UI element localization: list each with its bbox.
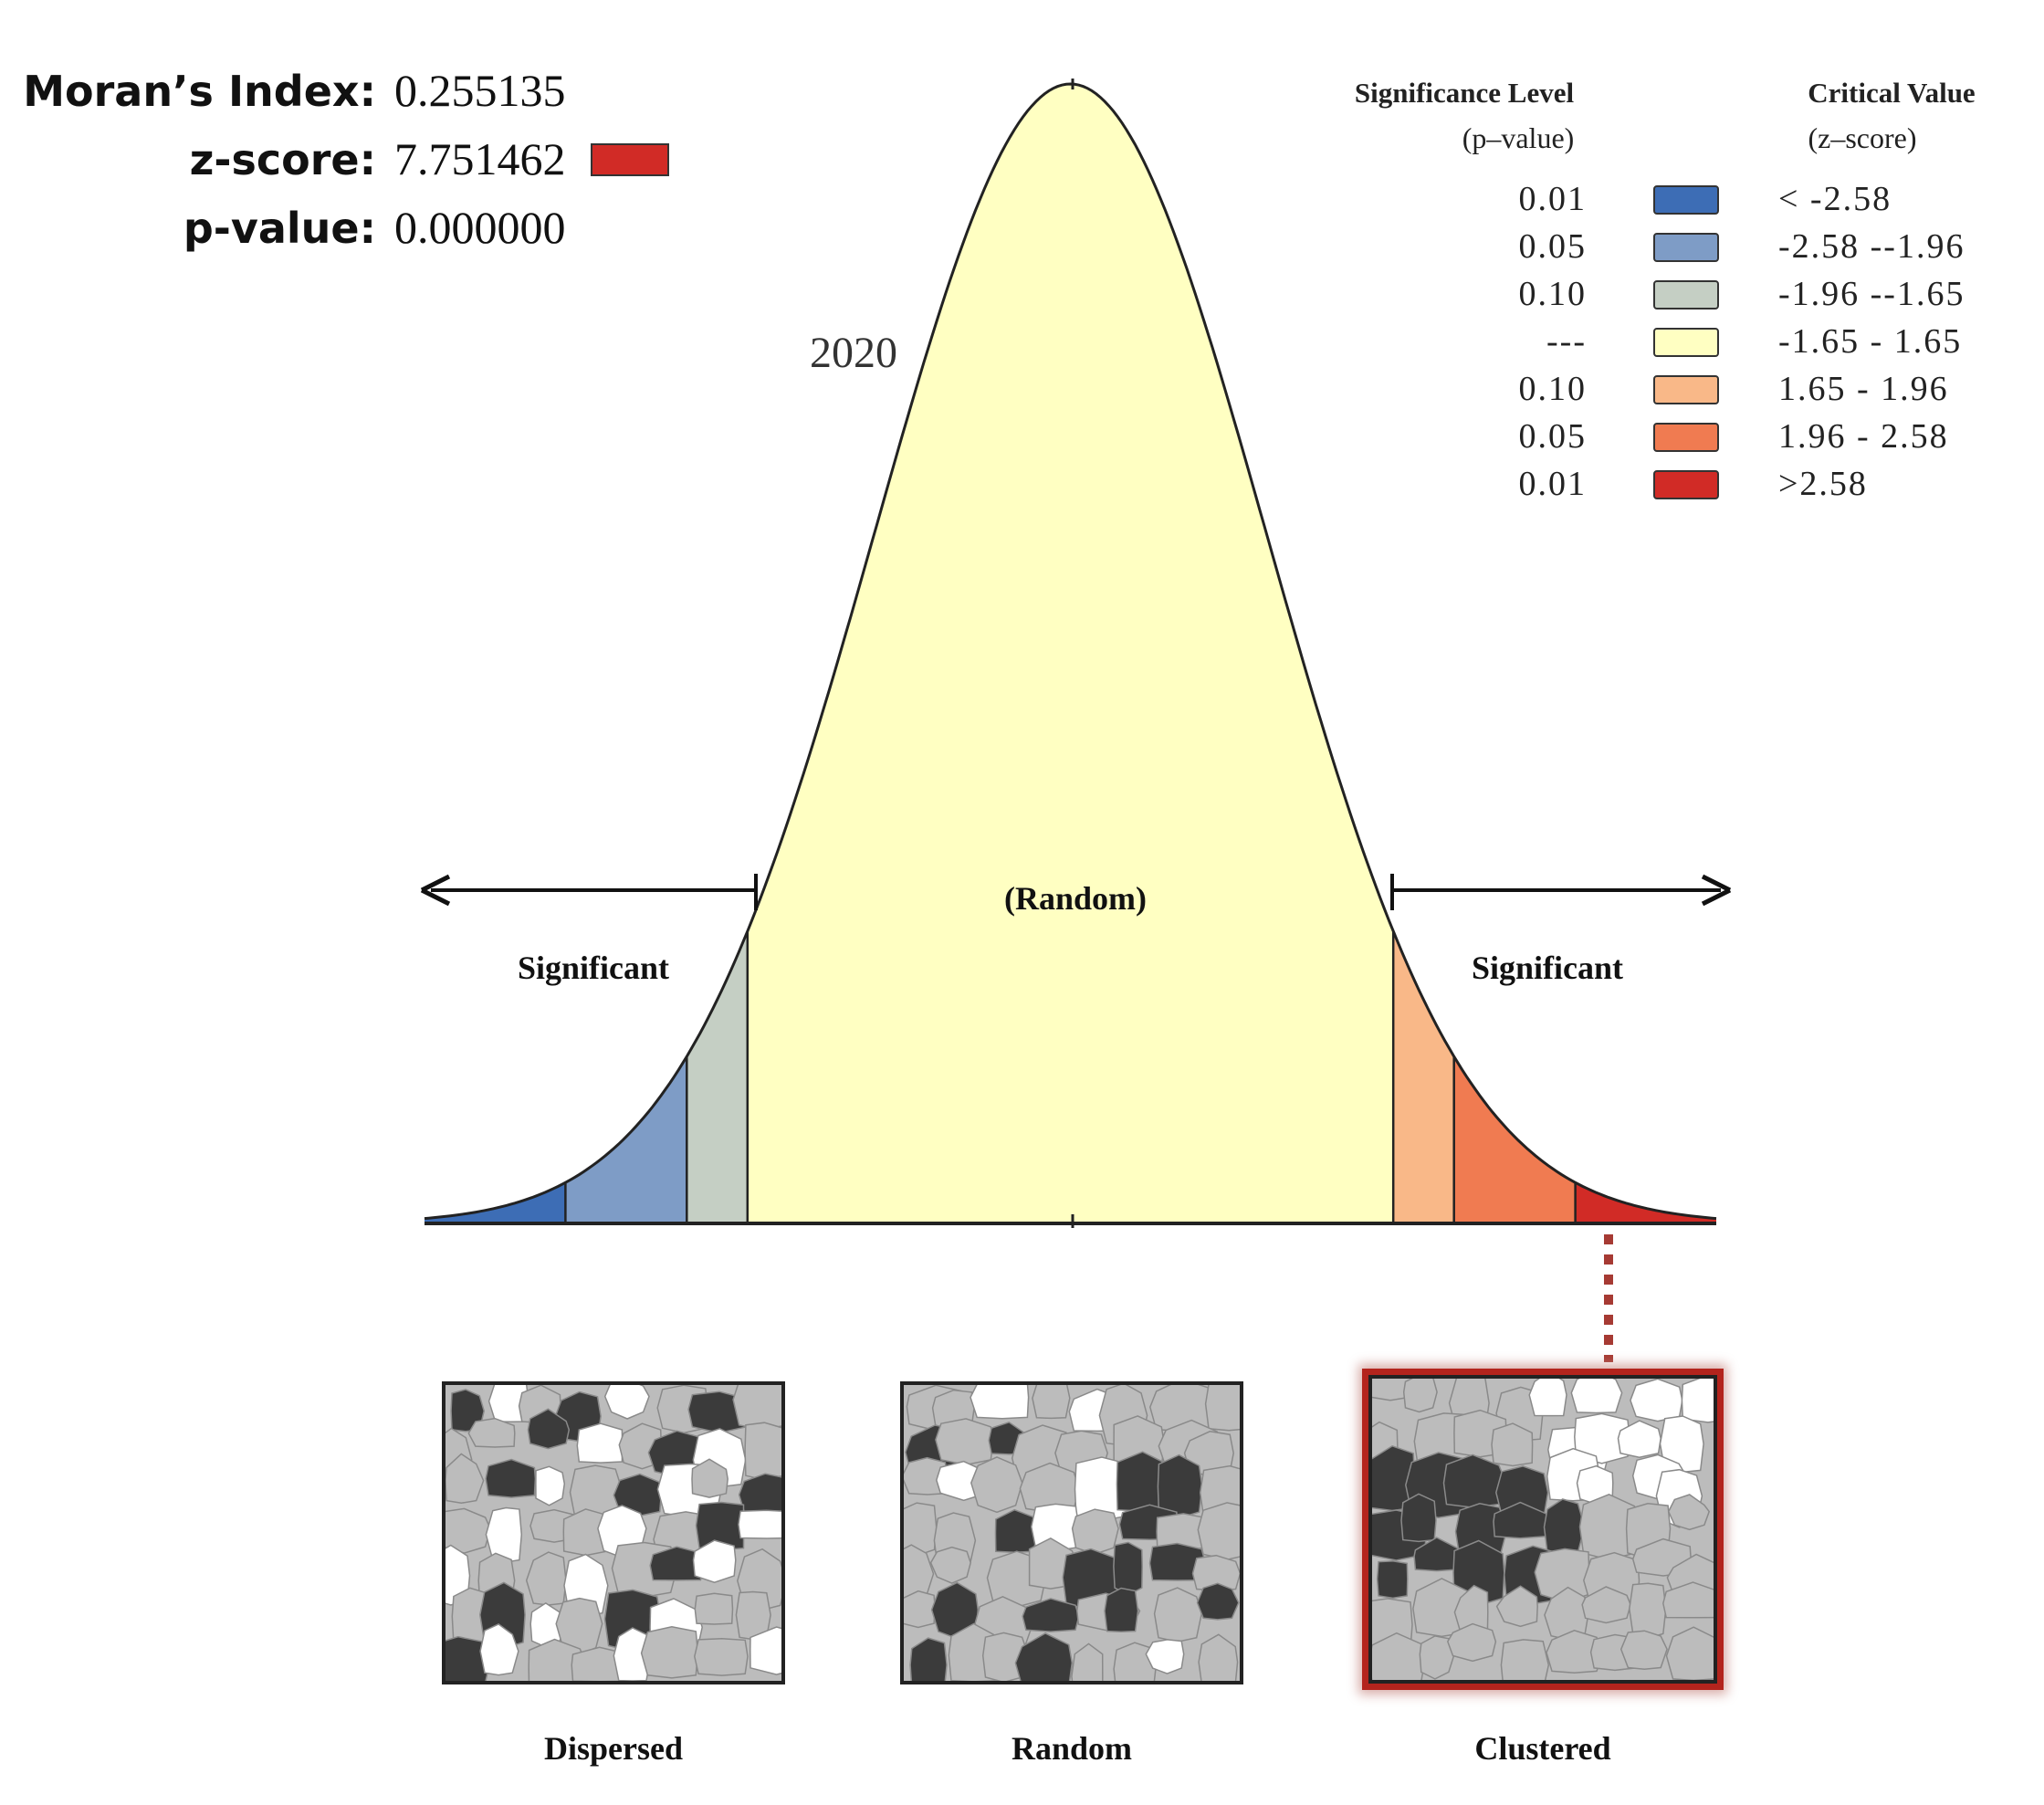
- legend-p-value-1: 0.05: [1519, 227, 1588, 266]
- legend-p-value-5: 0.05: [1519, 417, 1588, 456]
- legend-rows: 0.01 < -2.58 0.05 -2.58 --1.96 0.10 -1.96 --1…: [1519, 180, 1965, 503]
- map-random: [900, 1381, 1243, 1684]
- legend-z-range-3: -1.65 - 1.65: [1778, 322, 1962, 361]
- legend-swatch-1: [1653, 233, 1719, 262]
- bell-band-0: [425, 1182, 566, 1223]
- bell-band-4: [1393, 931, 1454, 1223]
- legend-p-value-0: 0.01: [1519, 180, 1588, 218]
- map-clustered: [1358, 1364, 1727, 1695]
- p-value-value: 0.000000: [394, 202, 566, 253]
- z-score-value: 7.751462: [394, 133, 566, 184]
- legend-z-subheader: (z–score): [1808, 121, 1916, 154]
- legend-swatch-0: [1653, 185, 1719, 215]
- bell-curve-outline: [424, 82, 1717, 1221]
- legend-p-header: Significance Level: [1355, 77, 1575, 109]
- legend-swatch-6: [1653, 470, 1719, 499]
- legend-z-range-5: 1.96 - 2.58: [1778, 417, 1949, 456]
- legend-swatch-4: [1653, 375, 1719, 404]
- legend: Significance Level (p–value) Critical Va…: [1355, 77, 1976, 503]
- z-score-label: z-score:: [190, 135, 376, 184]
- stats-block: Moran’s Index: 0.255135 z-score: 7.75146…: [23, 65, 669, 253]
- chart-title-year: 2020: [810, 329, 897, 377]
- legend-p-subheader: (p–value): [1462, 121, 1575, 154]
- map-label-clustered: Clustered: [1474, 1730, 1610, 1767]
- left-significant-label: Significant: [518, 950, 669, 986]
- legend-swatch-5: [1653, 423, 1719, 452]
- legend-swatch-3: [1653, 328, 1719, 357]
- legend-z-header: Critical Value: [1808, 77, 1975, 109]
- map-label-random: Random: [1012, 1730, 1132, 1767]
- right-significant-label: Significant: [1472, 950, 1623, 986]
- legend-z-range-0: < -2.58: [1778, 180, 1892, 218]
- bell-band-6: [1575, 1182, 1716, 1223]
- bell-band-2: [687, 931, 748, 1223]
- legend-p-value-2: 0.10: [1519, 275, 1588, 313]
- map-dispersed: [442, 1381, 785, 1684]
- legend-z-range-2: -1.96 --1.65: [1778, 275, 1965, 313]
- moran-index-value: 0.255135: [394, 65, 566, 116]
- random-center-label: (Random): [1004, 880, 1147, 917]
- bell-curve-bands: [425, 84, 1716, 1223]
- legend-z-range-1: -2.58 --1.96: [1778, 227, 1965, 266]
- bell-band-3: [747, 84, 1394, 1223]
- legend-p-value-6: 0.01: [1519, 465, 1588, 503]
- legend-z-range-6: >2.58: [1778, 465, 1868, 503]
- legend-swatch-2: [1653, 280, 1719, 310]
- map-label-dispersed: Dispersed: [544, 1730, 683, 1767]
- left-significant-arrow: [420, 874, 758, 910]
- bell-band-5: [1453, 1056, 1576, 1223]
- legend-p-value-4: 0.10: [1519, 370, 1588, 408]
- right-significant-arrow: [1390, 874, 1732, 910]
- moran-index-label: Moran’s Index:: [23, 67, 376, 116]
- z-score-swatch: [591, 143, 669, 176]
- p-value-label: p-value:: [183, 204, 376, 253]
- bell-band-1: [565, 1056, 687, 1223]
- legend-z-range-4: 1.65 - 1.96: [1778, 370, 1949, 408]
- bell-curve-dividers: [564, 931, 1577, 1223]
- legend-p-value-3: ---: [1546, 322, 1587, 361]
